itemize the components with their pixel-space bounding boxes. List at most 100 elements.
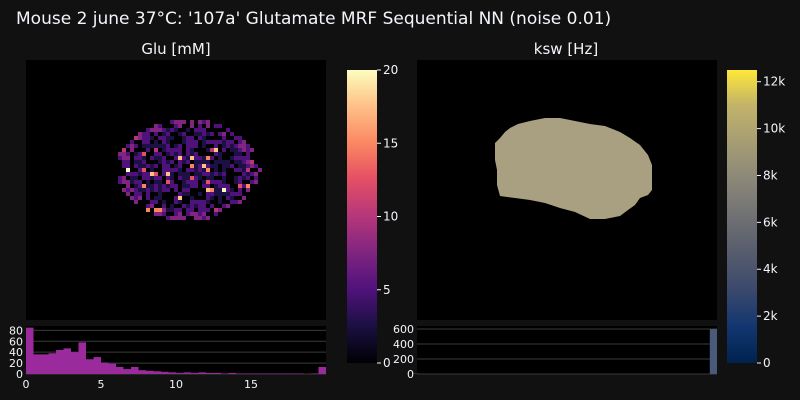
glu-pixel <box>190 164 194 168</box>
glu-pixel <box>194 168 198 172</box>
glu-pixel <box>206 156 210 160</box>
glu-pixel <box>194 184 198 188</box>
glu-pixel <box>126 160 130 164</box>
glu-pixel <box>134 196 138 200</box>
glu-pixel <box>130 176 134 180</box>
glu-pixel <box>206 140 210 144</box>
glu-pixel <box>166 144 170 148</box>
glu-pixel <box>150 164 154 168</box>
glu-pixel <box>238 144 242 148</box>
glu-pixel <box>190 124 194 128</box>
glu-pixel <box>238 188 242 192</box>
glu-pixel <box>154 156 158 160</box>
glu-pixel <box>162 136 166 140</box>
glu-pixel <box>202 212 206 216</box>
glu-pixel <box>174 184 178 188</box>
glu-pixel <box>142 140 146 144</box>
glu-pixel <box>158 188 162 192</box>
glu-pixel <box>178 160 182 164</box>
hist-bar <box>198 372 206 374</box>
glu-pixel <box>150 188 154 192</box>
glu-pixel <box>146 172 150 176</box>
colorbar-tick-label: 20 <box>383 63 398 77</box>
glu-pixel <box>214 124 218 128</box>
ksw-brain-region <box>495 118 652 219</box>
glu-pixel <box>214 144 218 148</box>
hist-bar <box>116 366 124 374</box>
glu-pixel <box>206 176 210 180</box>
glu-pixel <box>170 176 174 180</box>
glu-pixel <box>234 168 238 172</box>
glu-pixel <box>170 160 174 164</box>
glu-pixel <box>202 160 206 164</box>
glu-pixel <box>194 200 198 204</box>
hist-bar <box>101 362 109 374</box>
glu-pixel <box>234 156 238 160</box>
glu-pixel <box>198 172 202 176</box>
glu-pixel <box>178 152 182 156</box>
hist-bar <box>266 373 274 374</box>
glu-pixel <box>186 144 190 148</box>
glu-pixel <box>222 188 226 192</box>
glu-pixel <box>226 196 230 200</box>
glu-pixel <box>234 136 238 140</box>
glu-pixel <box>198 124 202 128</box>
glu-pixel <box>234 160 238 164</box>
glu-pixel <box>186 136 190 140</box>
glu-pixel <box>162 172 166 176</box>
glu-pixel <box>218 200 222 204</box>
glu-colorbar-ticks: 0 5 10 15 20 <box>377 63 398 370</box>
glu-pixel <box>138 132 142 136</box>
hist-bar <box>251 373 259 374</box>
glu-pixel <box>242 144 246 148</box>
glu-pixel <box>162 156 166 160</box>
glu-pixel <box>146 176 150 180</box>
glu-pixel <box>186 192 190 196</box>
glu-pixel <box>198 200 202 204</box>
glu-pixel <box>242 196 246 200</box>
glu-pixel <box>150 200 154 204</box>
ksw-hist-bg <box>417 326 717 374</box>
glu-pixel <box>226 128 230 132</box>
glu-pixel <box>138 156 142 160</box>
glu-pixel <box>166 168 170 172</box>
glu-pixel <box>146 208 150 212</box>
hist-bar <box>176 372 184 374</box>
glu-pixel <box>226 164 230 168</box>
glu-pixel <box>130 148 134 152</box>
glu-pixel <box>150 184 154 188</box>
glu-pixel <box>186 168 190 172</box>
glu-pixel <box>234 176 238 180</box>
glu-pixel <box>238 160 242 164</box>
glu-pixel <box>170 120 174 124</box>
glu-pixel <box>126 184 130 188</box>
glu-pixel <box>170 152 174 156</box>
glu-pixel <box>246 148 250 152</box>
glu-pixel <box>130 144 134 148</box>
glu-pixel <box>214 188 218 192</box>
glu-pixel <box>134 172 138 176</box>
glu-pixel <box>158 196 162 200</box>
glu-pixel <box>150 168 154 172</box>
glu-pixel <box>174 212 178 216</box>
glu-pixel <box>150 156 154 160</box>
glu-pixel <box>218 184 222 188</box>
glu-pixel <box>222 176 226 180</box>
glu-pixel <box>154 196 158 200</box>
glu-pixel <box>242 168 246 172</box>
glu-pixel <box>174 216 178 220</box>
glu-pixel <box>154 128 158 132</box>
glu-pixel <box>122 176 126 180</box>
glu-pixel <box>138 196 142 200</box>
glu-pixel <box>182 156 186 160</box>
glu-pixel <box>158 184 162 188</box>
glu-pixel <box>126 156 130 160</box>
colorbar-tick-label: 10 <box>383 210 398 224</box>
glu-pixel <box>174 144 178 148</box>
glu-pixel <box>186 188 190 192</box>
glu-pixel <box>154 152 158 156</box>
glu-pixel <box>146 128 150 132</box>
glu-pixel <box>186 148 190 152</box>
